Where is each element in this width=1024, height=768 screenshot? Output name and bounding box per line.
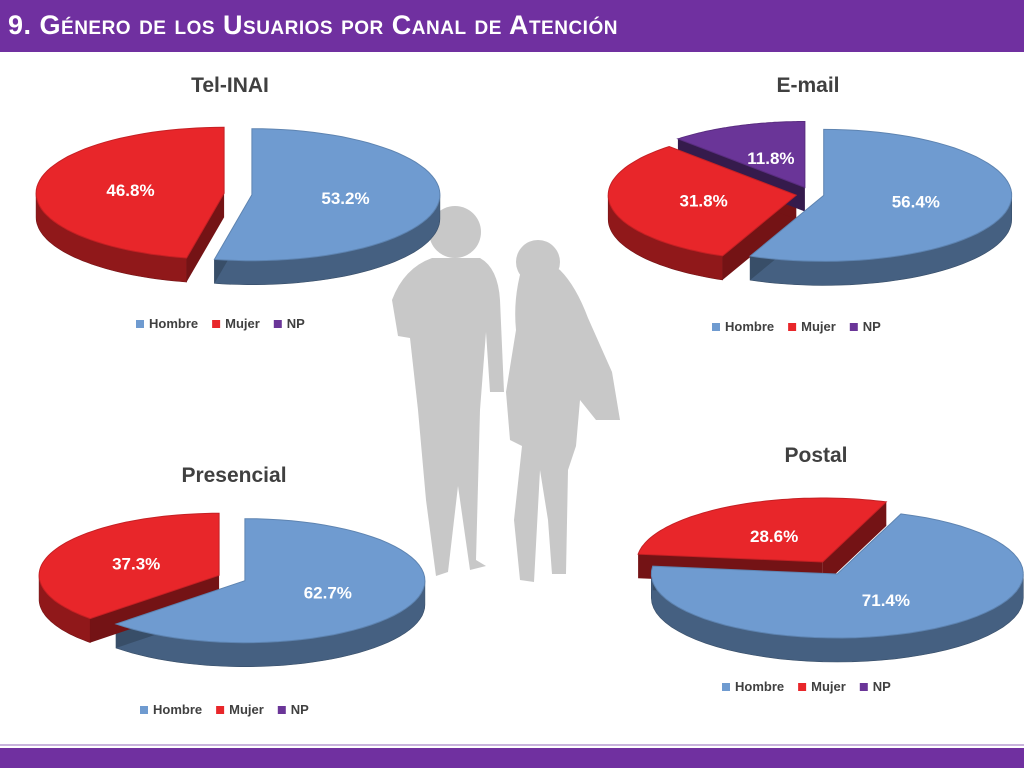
chart-title: E-mail (776, 74, 839, 97)
legend-label-hombre: Hombre (153, 702, 202, 717)
legend-label-hombre: Hombre (725, 319, 774, 334)
data-label-hombre: 56.4% (892, 193, 940, 212)
legend-swatch-mujer (212, 320, 221, 328)
legend-swatch-np (277, 706, 286, 714)
bottom-rule (0, 744, 1024, 746)
legend-label-np: NP (863, 319, 881, 334)
legend-swatch-np (849, 323, 858, 331)
legend-label-np: NP (873, 679, 891, 694)
pie-slice-hombre (114, 518, 426, 644)
data-label-mujer: 37.3% (112, 555, 160, 574)
legend-label-np: NP (291, 702, 309, 717)
pie-chart-e-mail: 56.4% 31.8% 11.8% E-mail Hombre Mujer NP (607, 74, 1013, 334)
chart-title: Postal (784, 444, 847, 467)
legend-label-np: NP (287, 316, 305, 331)
bottom-bar (0, 748, 1024, 768)
data-label-mujer: 46.8% (106, 181, 154, 200)
legend-swatch-mujer (788, 323, 797, 331)
chart-title: Tel-INAI (191, 74, 269, 97)
data-label-hombre: 62.7% (304, 583, 352, 602)
data-label-hombre: 53.2% (321, 189, 369, 208)
pie-chart-presencial: 62.7% 37.3% Presencial Hombre Mujer NP (38, 464, 426, 717)
legend-label-mujer: Mujer (225, 316, 260, 331)
pie-slice-mujer (38, 512, 220, 620)
data-label-np: 11.8% (747, 149, 794, 168)
data-label-hombre: 71.4% (862, 591, 910, 610)
legend-swatch-mujer (216, 706, 225, 714)
data-label-mujer: 31.8% (679, 192, 727, 211)
pie-slice-mujer (637, 497, 888, 563)
pie-slice-hombre (748, 128, 1013, 262)
pie-slice-np (676, 121, 806, 189)
legend-swatch-hombre (712, 323, 720, 331)
legend-swatch-np (859, 683, 868, 691)
title-bar: 9. Género de los Usuarios por Canal de A… (0, 0, 1024, 52)
legend-swatch-hombre (140, 706, 148, 714)
pie-slice-mujer (35, 126, 225, 259)
pie-slice-hombre (213, 128, 441, 262)
page-title: 9. Género de los Usuarios por Canal de A… (8, 10, 618, 40)
legend-label-hombre: Hombre (735, 679, 784, 694)
pie-chart-postal: 71.4% 28.6% Postal Hombre Mujer NP (637, 444, 1024, 694)
pie-chart-tel-inai: 53.2% 46.8% Tel-INAI Hombre Mujer NP (35, 74, 441, 331)
data-label-mujer: 28.6% (750, 527, 798, 546)
legend-swatch-mujer (798, 683, 807, 691)
legend-label-mujer: Mujer (811, 679, 846, 694)
pie-slice-hombre (650, 513, 1024, 639)
legend-swatch-hombre (136, 320, 144, 328)
legend-swatch-hombre (722, 683, 730, 691)
legend-label-hombre: Hombre (149, 316, 198, 331)
chart-title: Presencial (181, 464, 286, 487)
pie-slice-mujer (607, 145, 798, 257)
legend-swatch-np (273, 320, 282, 328)
legend-label-mujer: Mujer (229, 702, 264, 717)
legend-label-mujer: Mujer (801, 319, 836, 334)
